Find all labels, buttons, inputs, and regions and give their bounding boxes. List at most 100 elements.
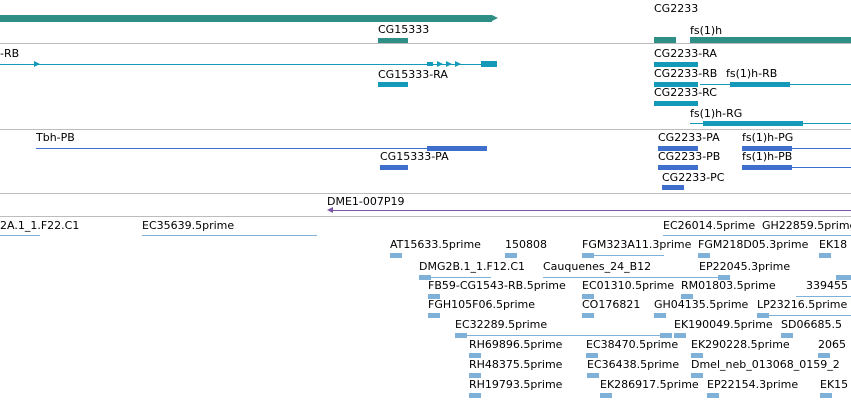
est-line[interactable]	[663, 235, 851, 236]
est-label: EC35639.5prime	[142, 219, 235, 232]
mrna-exon[interactable]	[654, 82, 698, 87]
mrna-label-rb: -RB	[0, 47, 20, 60]
cds-exon[interactable]	[658, 165, 698, 170]
est-line[interactable]	[796, 296, 851, 297]
track-separator	[0, 129, 851, 130]
est-label: Cauquenes_24_B12	[543, 260, 652, 273]
est-box[interactable]	[600, 393, 612, 398]
est-label: RH19793.5prime	[469, 378, 563, 391]
mrna-label-cg2233-rc: CG2233-RC	[654, 86, 717, 99]
mrna-track: -RB CG2233-RA CG15333-RA CG2233-RB fs(1)…	[0, 44, 851, 129]
est-box[interactable]	[505, 253, 517, 258]
est-line[interactable]	[769, 315, 851, 316]
est-label: EK18	[819, 238, 848, 251]
est-label: Dmel_neb_013068_0159_2	[691, 358, 840, 371]
gene-label-fs1h: fs(1)h	[690, 24, 723, 37]
cds-intron-line	[36, 148, 486, 149]
est-box[interactable]	[691, 353, 703, 358]
est-label: EC36438.5prime	[587, 358, 680, 371]
est-line[interactable]	[467, 335, 667, 336]
mrna-exon[interactable]	[654, 62, 698, 67]
mrna-exon[interactable]	[481, 61, 497, 67]
mrna-exon[interactable]	[378, 82, 408, 87]
est-label: LP23216.5prime	[757, 298, 848, 311]
cds-label-fs1h-pb: fs(1)h-PB	[742, 150, 793, 163]
est-label: EK286917.5prime	[600, 378, 699, 391]
mrna-exon[interactable]	[427, 62, 433, 66]
cds-label-cg2233-pc: CG2233-PC	[662, 171, 725, 184]
est-label: FB59-CG1543-RB.5prime	[428, 279, 566, 292]
mrna-exon[interactable]	[654, 101, 698, 106]
gene-feature-cg2233[interactable]	[654, 37, 676, 44]
est-label: EK290228.5prime	[691, 338, 790, 351]
est-line[interactable]	[594, 255, 664, 256]
gene-feature-fs1h[interactable]	[690, 37, 851, 44]
est-label: FGM323A11.3prime	[582, 238, 692, 251]
est-label: GH22859.5prime	[762, 219, 851, 232]
est-label: EK190049.5prime	[674, 318, 773, 331]
mrna-exon[interactable]	[730, 82, 790, 87]
est-line[interactable]	[431, 277, 491, 278]
est-box[interactable]	[455, 333, 467, 338]
cds-exon[interactable]	[427, 146, 487, 151]
est-box[interactable]	[681, 294, 693, 299]
est-box[interactable]	[469, 393, 481, 398]
est-box[interactable]	[819, 253, 831, 258]
est-box[interactable]	[718, 275, 730, 280]
est-label: FGM218D05.3prime	[698, 238, 809, 251]
gene-arrow-head-icon	[492, 15, 498, 21]
est-box[interactable]	[757, 313, 769, 318]
est-label: CO176821	[582, 298, 641, 311]
cds-exon[interactable]	[658, 146, 698, 151]
est-box[interactable]	[587, 373, 599, 378]
est-label: GH04135.5prime	[654, 298, 749, 311]
est-box[interactable]	[660, 333, 672, 338]
est-box[interactable]	[781, 333, 793, 338]
gene-track: CG2233 CG15333 fs(1)h	[0, 0, 851, 44]
est-box[interactable]	[707, 393, 719, 398]
est-box[interactable]	[582, 253, 594, 258]
est-box[interactable]	[836, 275, 851, 280]
est-box[interactable]	[674, 333, 686, 338]
est-label: DMG2B.1_1.F12.C1	[419, 260, 526, 273]
est-box[interactable]	[654, 313, 666, 318]
est-box[interactable]	[469, 373, 481, 378]
est-label: FGH105F06.5prime	[428, 298, 535, 311]
clone-line[interactable]	[333, 210, 851, 211]
cds-exon[interactable]	[742, 146, 792, 151]
est-box[interactable]	[698, 253, 710, 258]
est-line[interactable]	[0, 235, 40, 236]
clone-track: DME1-007P19	[0, 194, 851, 216]
est-label: EP22045.3prime	[699, 260, 791, 273]
est-line[interactable]	[543, 277, 718, 278]
cds-exon[interactable]	[662, 185, 684, 190]
est-box[interactable]	[428, 313, 440, 318]
gene-feature-cg15333[interactable]	[378, 38, 408, 43]
mrna-label-fs1h-rb: fs(1)h-RB	[726, 67, 778, 80]
est-box[interactable]	[818, 353, 830, 358]
strand-arrow-icon	[437, 61, 443, 67]
est-line[interactable]	[142, 235, 317, 236]
est-box[interactable]	[419, 275, 431, 280]
est-box[interactable]	[469, 353, 481, 358]
mrna-exon[interactable]	[703, 121, 803, 126]
est-box[interactable]	[586, 353, 598, 358]
gene-feature-left[interactable]	[0, 15, 492, 22]
track-separator	[0, 193, 851, 194]
mrna-label-fs1h-rg: fs(1)h-RG	[690, 107, 743, 120]
clone-start-icon	[327, 207, 333, 213]
est-label: 2065	[818, 338, 846, 351]
cds-exon[interactable]	[742, 165, 792, 170]
est-box[interactable]	[390, 253, 402, 258]
cds-exon[interactable]	[380, 165, 408, 170]
est-box[interactable]	[582, 294, 594, 299]
mrna-label-cg15333-ra: CG15333-RA	[378, 68, 448, 81]
cds-label-fs1h-pg: fs(1)h-PG	[742, 131, 794, 144]
est-label: 2A.1_1.F22.C1	[0, 219, 80, 232]
est-box[interactable]	[820, 393, 832, 398]
est-box[interactable]	[582, 313, 594, 318]
est-box[interactable]	[691, 373, 703, 378]
cds-intron-line	[742, 167, 851, 168]
est-box[interactable]	[428, 294, 440, 299]
